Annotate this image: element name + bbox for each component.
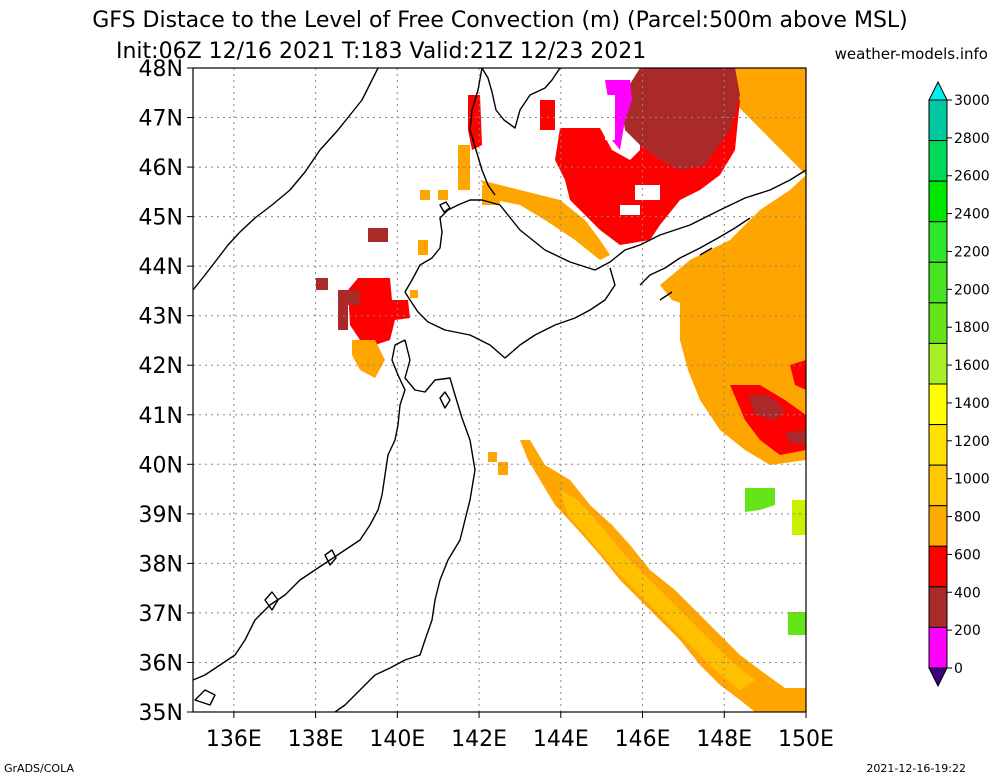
colorbar-segment	[928, 221, 948, 263]
colorbar-segment	[928, 140, 948, 182]
plot-frame	[192, 67, 807, 713]
colorbar-segment	[928, 302, 948, 344]
lat-label: 40N	[139, 453, 183, 478]
colorbar-label: 2800	[954, 131, 990, 147]
axis-ticks	[187, 67, 807, 718]
chart-subtitle: Init:06Z 12/16 2021 T:183 Valid:21Z 12/2…	[116, 39, 647, 64]
lon-label: 150E	[778, 727, 834, 752]
colorbar-segment	[928, 626, 948, 669]
field-orange-west-hokkaido	[458, 145, 500, 205]
colorbar-segment	[928, 424, 948, 466]
field-yellow-green-east	[792, 500, 806, 535]
field-orange-northeast	[660, 68, 806, 340]
field-brown-east	[748, 395, 806, 445]
lat-label: 45N	[139, 206, 183, 231]
lon-label: 146E	[615, 727, 671, 752]
colorbar: 3000280026002400220020001800160014001200…	[928, 80, 990, 688]
lon-label: 136E	[206, 727, 262, 752]
colorbar-label: 600	[954, 547, 981, 563]
chart-title: GFS Distace to the Level of Free Convect…	[92, 8, 908, 33]
field-orange-pacific-band	[520, 440, 806, 712]
lat-label: 37N	[139, 602, 183, 627]
site-label: weather-models.info	[834, 45, 988, 63]
field-light-orange-pacific	[560, 490, 755, 690]
colorbar-label: 1600	[954, 358, 990, 374]
coastlines	[193, 68, 806, 712]
colorbar-top-arrow	[928, 80, 948, 101]
colorbar-label: 2600	[954, 169, 990, 185]
lon-label: 148E	[696, 727, 752, 752]
lat-label: 36N	[139, 651, 183, 676]
footer-timestamp: 2021-12-16-19:22	[866, 762, 966, 775]
lat-label: 39N	[139, 503, 183, 528]
colorbar-segment	[928, 180, 948, 223]
coast-kuril	[639, 217, 751, 301]
colorbar-label: 200	[954, 623, 981, 639]
lat-label: 44N	[139, 255, 183, 280]
colorbar-label: 0	[954, 661, 963, 677]
grid-lines	[193, 68, 806, 712]
lat-label: 35N	[139, 701, 183, 726]
colorbar-segment	[928, 99, 948, 142]
colorbar-label: 1200	[954, 434, 990, 450]
field-brown-japan-sea	[316, 228, 388, 330]
colorbar-segment	[928, 261, 948, 304]
field-red-north-hokkaido	[468, 95, 555, 150]
field-orange-north-coast	[480, 180, 610, 260]
lon-label: 142E	[451, 727, 507, 752]
colorbar-segment	[928, 464, 948, 507]
longitude-labels: 136E 138E 140E 142E 144E 146E 148E 150E	[206, 727, 834, 752]
colorbar-bottom-arrow	[928, 667, 948, 688]
colorbar-label: 2200	[954, 244, 990, 260]
lat-label: 43N	[139, 305, 183, 330]
coast-asia-mainland	[193, 68, 379, 291]
field-orange-japan-sea	[352, 190, 448, 378]
colorbar-label: 1000	[954, 472, 990, 488]
colorbar-segment	[928, 383, 948, 426]
lat-label: 48N	[139, 57, 183, 82]
colorbar-label: 1800	[954, 320, 990, 336]
field-green-east	[745, 488, 806, 635]
colorbar-label: 1400	[954, 396, 990, 412]
colorbar-label: 400	[954, 585, 981, 601]
coast-sakhalin	[469, 68, 561, 196]
lon-label: 140E	[369, 727, 425, 752]
lat-label: 38N	[139, 552, 183, 577]
field-brown-okhotsk	[620, 68, 740, 170]
colorbar-label: 800	[954, 510, 981, 526]
colorbar-segment	[928, 342, 948, 385]
lat-label: 46N	[139, 156, 183, 181]
lat-label: 47N	[139, 107, 183, 132]
field-red-japan-sea	[348, 278, 410, 345]
field-shading	[316, 68, 806, 712]
lat-label: 42N	[139, 354, 183, 379]
colorbar-label: 3000	[954, 93, 990, 109]
lon-label: 144E	[533, 727, 589, 752]
lat-label: 41N	[139, 404, 183, 429]
colorbar-segment	[928, 586, 948, 628]
coast-honshu	[193, 339, 476, 712]
field-orange-pacific-spots	[488, 452, 508, 475]
footer-software: GrADS/COLA	[4, 762, 74, 775]
coast-hokkaido	[404, 169, 806, 359]
lon-label: 138E	[288, 727, 344, 752]
colorbar-label: 2400	[954, 207, 990, 223]
latitude-labels: 48N 47N 46N 45N 44N 43N 42N 41N 40N 39N 38N 37N 36N 3…	[139, 57, 183, 726]
colorbar-segment	[928, 545, 948, 588]
field-white-hole	[605, 95, 660, 215]
coast-islands-small	[194, 201, 451, 706]
colorbar-label: 2000	[954, 282, 990, 298]
colorbar-segment	[928, 505, 948, 547]
